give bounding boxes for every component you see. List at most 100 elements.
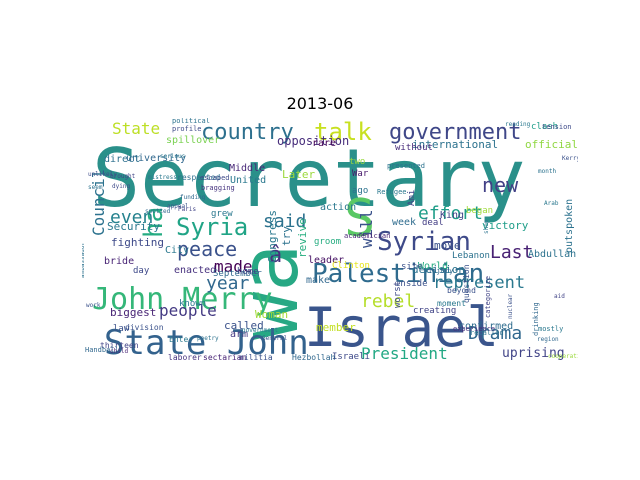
cloud-word: division (125, 323, 164, 332)
cloud-word: World (418, 261, 448, 272)
cloud-word: Woman (255, 308, 288, 321)
cloud-word: try (280, 226, 293, 246)
cloud-word: Enter (169, 335, 193, 344)
cloud-word: will (357, 209, 376, 248)
cloud-word: effort (418, 203, 483, 224)
cloud-word: spotted (145, 208, 171, 215)
cloud-word: Refugee (377, 188, 407, 196)
cloud-word: grew (211, 209, 233, 219)
cloud-word: law (113, 324, 130, 334)
cloud-word: nuclear (507, 293, 514, 319)
cloud-word: university (126, 153, 186, 164)
cloud-word: bragging (201, 184, 235, 192)
cloud-word: deal (422, 218, 444, 228)
cloud-word: week (392, 217, 416, 228)
cloud-word: inside (395, 279, 428, 289)
cloud-word: shop (483, 219, 490, 234)
cloud-word: laborer (168, 353, 202, 362)
cloud-word: year (206, 273, 250, 294)
cloud-word: people (159, 301, 217, 320)
cloud-word: Arab (544, 200, 559, 207)
cloud-word: escaped (200, 174, 230, 182)
cloud-word: War (352, 169, 369, 179)
cloud-word: day (133, 266, 150, 276)
cloud-word: Paris (178, 206, 196, 213)
cloud-word: Later (282, 168, 315, 181)
cloud-word: government (242, 327, 279, 334)
cloud-word: move (434, 239, 461, 252)
cloud-word: government (389, 120, 521, 145)
cloud-word: peace (177, 237, 237, 261)
cloud-word: General (262, 335, 288, 342)
cloud-word: country (201, 120, 294, 145)
cloud-word: militia (239, 353, 273, 362)
cloud-word: poetry (197, 335, 219, 342)
cloud-word: State (112, 119, 160, 138)
cloud-word: uprising (502, 346, 565, 361)
figure-title: 2013-06 (286, 94, 354, 113)
cloud-word: Kerry (562, 155, 578, 162)
cloud-word: biggest (110, 306, 156, 319)
cloud-word: Abdullah (528, 249, 576, 260)
cloud-word: known (179, 299, 206, 309)
cloud-word: rebel (361, 291, 415, 312)
cloud-word: appeal (167, 203, 189, 210)
cloud-word: injury (428, 267, 453, 275)
cloud-word: make (306, 275, 330, 286)
cloud-word: Handball (85, 346, 119, 354)
cloud-word: creating (413, 306, 456, 316)
cloud-word: direct (104, 154, 140, 165)
cloud-word: arm (230, 329, 248, 340)
cloud-word: clash (531, 122, 558, 132)
cloud-word: Syrian (377, 227, 471, 257)
cloud-word: drinking (532, 302, 540, 336)
cloud-word: United (230, 175, 266, 186)
cloud-word: State John (104, 323, 309, 363)
cloud-word: two (349, 157, 365, 167)
cloud-word: S (344, 189, 375, 249)
cloud-word: academician (344, 232, 390, 240)
cloud-word: site (401, 262, 423, 272)
cloud-word: seem (88, 184, 103, 191)
cloud-word: experience (453, 325, 495, 333)
cloud-word: Council (89, 169, 108, 236)
cloud-word: mostly (538, 325, 563, 333)
cloud-word: victory (482, 219, 529, 232)
cloud-word: dying (112, 183, 130, 190)
cloud-word: worst (393, 281, 403, 308)
cloud-word: Ami (407, 190, 417, 206)
cloud-word: thirteen (100, 341, 139, 350)
word-cloud: Secretary Israel wa S State John John Merry Pa… (82, 118, 578, 365)
cloud-word: region (537, 336, 559, 343)
cloud-word: groom (314, 237, 341, 247)
cloud-word: City (165, 245, 189, 256)
cloud-word: home (237, 267, 259, 277)
cloud-word: moment (437, 299, 466, 308)
cloud-word: recalled (470, 329, 504, 337)
cloud-word: made (214, 257, 253, 276)
cloud-word: presented (387, 162, 425, 170)
cloud-word: outspoken (564, 199, 575, 253)
cloud-word: Israeli (332, 352, 370, 362)
cloud-word: beyond (447, 286, 476, 295)
cloud-word: ambassador (82, 241, 86, 278)
cloud-word: even (110, 207, 153, 228)
cloud-word: member (316, 321, 356, 334)
cloud-word: funding (180, 194, 206, 201)
cloud-word: political (172, 118, 210, 125)
cloud-word: opposition (277, 134, 349, 148)
cloud-word: spillover (166, 135, 220, 146)
cloud-word: serious (160, 153, 186, 160)
cloud-word: revive (296, 218, 309, 258)
cloud-word: ha (139, 207, 169, 238)
cloud-word: aid (554, 293, 565, 300)
cloud-word: without (395, 143, 433, 153)
cloud-word: Last (490, 242, 533, 263)
cloud-word: wa (223, 244, 316, 340)
cloud-word: Hezbollah (292, 353, 336, 362)
cloud-word: rare (312, 138, 336, 149)
cloud-word: Israel (304, 296, 499, 359)
cloud-word: Clinton (332, 261, 370, 271)
cloud-word: work (86, 302, 101, 309)
